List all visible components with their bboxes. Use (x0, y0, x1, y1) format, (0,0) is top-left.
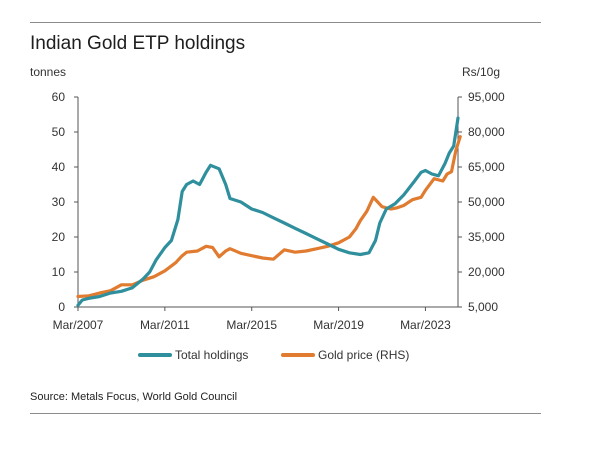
x-tick-label: Mar/2015 (226, 318, 277, 332)
right-tick-label: 65,000 (468, 160, 505, 174)
bottom-divider (30, 413, 541, 414)
axes: 0 10 20 30 40 50 60 5,000 20,000 35,000 50,000 65,0… (52, 90, 505, 332)
left-tick-label: 30 (52, 195, 66, 209)
right-tick-label: 80,000 (468, 125, 505, 139)
left-tick-label: 40 (52, 160, 66, 174)
top-divider (30, 22, 541, 23)
left-tick-label: 20 (52, 230, 66, 244)
x-tick-label: Mar/2019 (313, 318, 364, 332)
legend-label-total-holdings: Total holdings (175, 348, 248, 362)
right-tick-label: 5,000 (468, 300, 498, 314)
source-note: Source: Metals Focus, World Gold Council (30, 391, 238, 403)
left-tick-label: 0 (58, 300, 65, 314)
right-tick-label: 20,000 (468, 265, 505, 279)
series-line-gold-price (76, 135, 462, 299)
left-axis-unit: tonnes (30, 65, 66, 79)
right-tick-label: 95,000 (468, 90, 505, 104)
x-tick-label: Mar/2007 (53, 318, 104, 332)
x-tick-label: Mar/2023 (400, 318, 451, 332)
left-tick-label: 60 (52, 90, 66, 104)
left-tick-label: 50 (52, 125, 66, 139)
right-tick-label: 50,000 (468, 195, 505, 209)
series-lines (76, 116, 462, 307)
chart-title: Indian Gold ETP holdings (30, 33, 246, 54)
right-tick-label: 35,000 (468, 230, 505, 244)
x-tick-label: Mar/2011 (140, 318, 190, 332)
legend: Total holdings Gold price (RHS) (138, 348, 409, 362)
series-line-total-holdings (76, 116, 460, 307)
legend-label-gold-price: Gold price (RHS) (318, 348, 409, 362)
left-tick-label: 10 (52, 265, 66, 279)
right-axis-unit: Rs/10g (462, 65, 500, 79)
